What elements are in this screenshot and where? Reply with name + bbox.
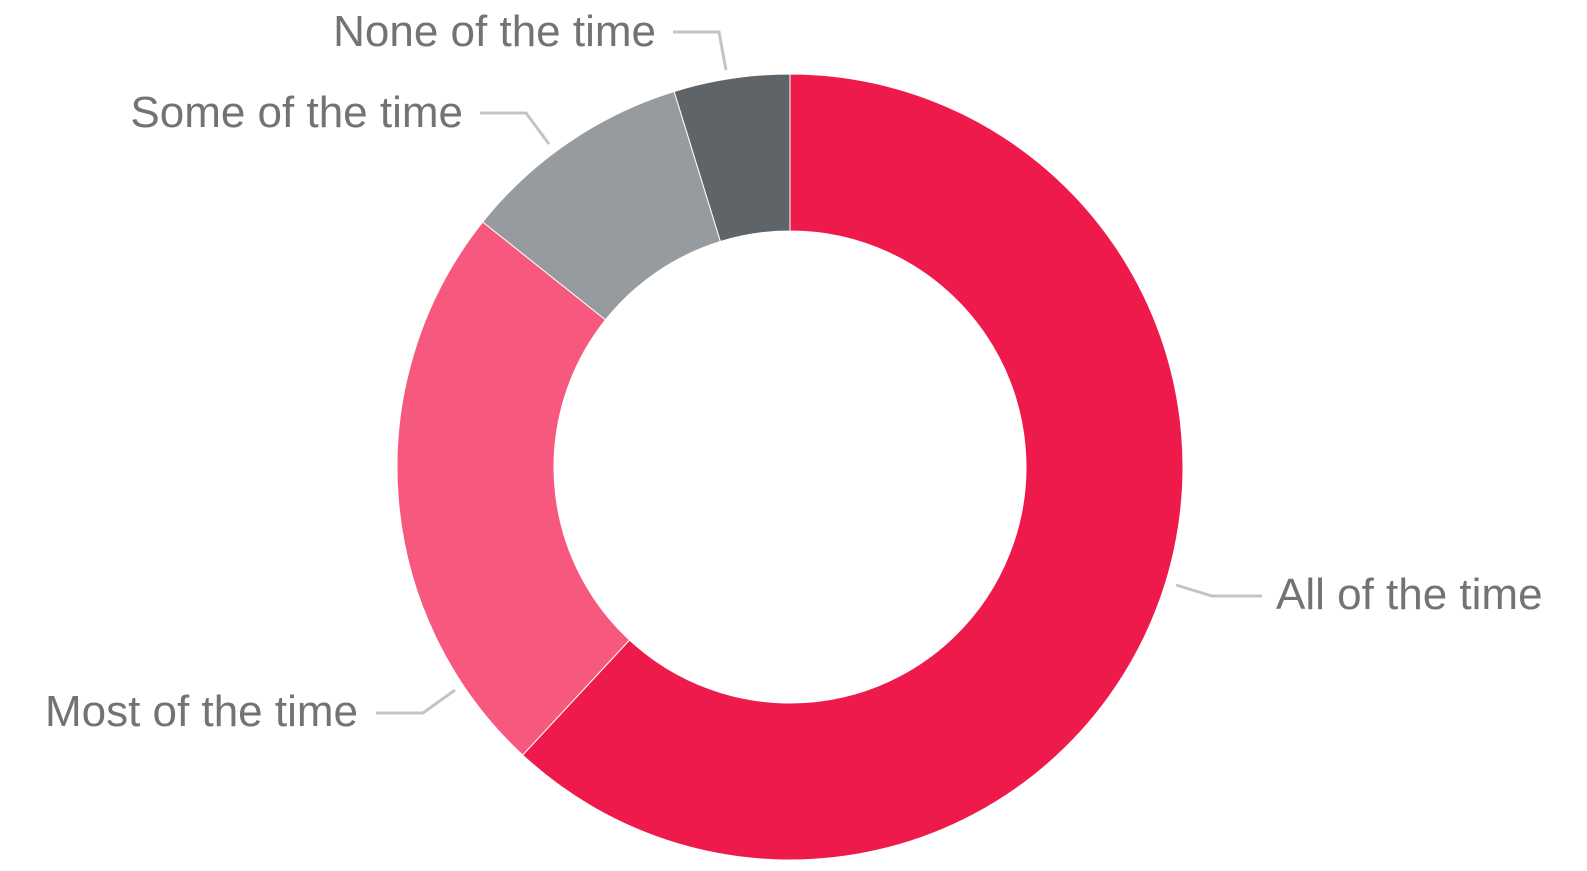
slice-label-some-of-the-time: Some of the time [130, 88, 463, 137]
donut-slice-all-of-the-time [521, 73, 1184, 861]
donut-slice-most-of-the-time [396, 221, 631, 756]
slice-label-none-of-the-time: None of the time [333, 7, 656, 56]
slice-label-most-of-the-time: Most of the time [45, 687, 358, 736]
leader-line-some [480, 111, 551, 145]
leader-line-all [1175, 583, 1262, 598]
leader-line-most [376, 688, 456, 715]
leader-line-none [673, 30, 728, 71]
slice-label-all-of-the-time: All of the time [1276, 570, 1543, 619]
donut-slice-none-of-the-time [673, 73, 791, 243]
donut-slices [396, 73, 1184, 861]
